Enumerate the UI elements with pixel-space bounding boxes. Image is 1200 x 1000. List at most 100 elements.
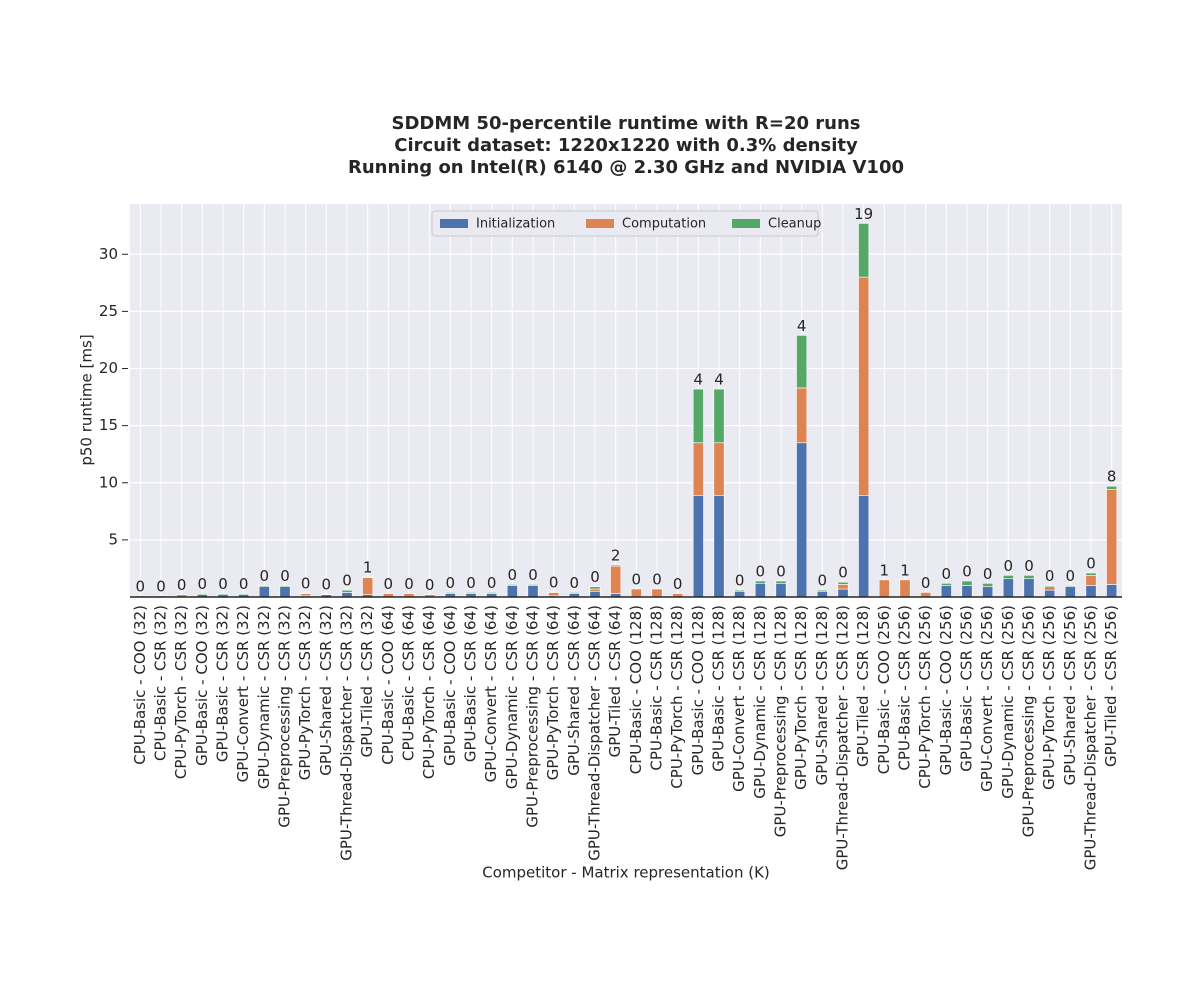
bar-segment [858,495,870,598]
bar-label: 4 [797,317,807,335]
bar-segment [589,586,601,590]
x-tick-label: CPU-Basic - COO (32) [131,605,149,765]
bar-segment [279,585,291,588]
bar-label: 0 [756,563,766,581]
bar-label: 2 [611,547,621,565]
legend-box [431,210,819,237]
bar-segment [1085,572,1097,576]
bar-label: 0 [508,566,518,584]
x-tick-label: GPU-Basic - CSR (256) [958,605,976,772]
bar-label: 0 [590,568,600,586]
bar-segment [486,592,498,594]
x-tick-label: GPU-PyTorch - CSR (64) [544,605,562,780]
bar-segment [217,593,229,596]
bar-segment [692,388,704,444]
bar-segment [734,589,746,592]
x-tick-label: GPU-Thread-Dispatcher - CSR (64) [586,605,604,861]
y-tick-label: 25 [99,302,118,320]
x-tick-label: GPU-Preprocessing - CSR (128) [772,605,790,837]
bar-segment [258,585,270,588]
bar-segment [527,585,539,598]
bar-label: 0 [983,565,993,583]
bar-label: 0 [1045,567,1055,585]
bar-label: 1 [363,559,373,577]
legend-swatch [440,219,468,228]
bar-label: 0 [301,575,311,593]
x-tick-label: GPU-Basic - COO (64) [441,605,459,766]
bar-segment [610,565,622,594]
bar-segment [1064,585,1076,588]
bar-segment [300,592,312,594]
legend-swatch [586,219,614,228]
bar-label: 0 [673,575,683,593]
bar-segment [196,593,208,596]
bar-label: 0 [404,575,414,593]
x-tick-label: GPU-PyTorch - CSR (128) [792,605,810,790]
bar-label: 0 [446,574,456,592]
x-tick-label: CPU-PyTorch - CSR (32) [172,605,190,779]
y-tick-label: 10 [99,473,118,491]
plot-background [130,204,1122,597]
bar-segment [506,584,518,586]
x-tick-label: GPU-Tiled - CSR (128) [854,605,872,767]
y-tick-label: 30 [99,245,118,263]
x-tick-label: GPU-Preprocessing - CSR (256) [1020,605,1038,837]
bar-segment [506,585,518,598]
bar-segment [796,335,808,389]
x-tick-label: GPU-Convert - CSR (32) [234,605,252,782]
bar-segment [837,581,849,585]
bar-segment [816,589,828,592]
bar-segment [754,582,766,598]
chart-subtitle: Circuit dataset: 1220x1220 with 0.3% den… [394,135,858,156]
bar-segment [961,580,973,586]
bar-segment [362,576,374,578]
chart-title: SDDMM 50-percentile runtime with R=20 ru… [391,113,860,134]
bar-label: 0 [818,572,828,590]
bar-segment [878,579,890,598]
y-tick-label: 5 [108,530,118,548]
bar-segment [796,442,808,598]
x-tick-label: GPU-Basic - CSR (32) [214,605,232,762]
bar-segment [258,586,270,598]
x-tick-label: GPU-Convert - CSR (256) [978,605,996,792]
bar-segment [238,593,250,596]
x-tick-label: GPU-Convert - CSR (128) [730,605,748,792]
bar-segment [734,590,746,598]
bar-label: 4 [714,371,724,389]
bar-segment [837,588,849,598]
x-tick-label: GPU-PyTorch - CSR (256) [1040,605,1058,790]
bar-segment [465,592,477,594]
x-axis-label: Competitor - Matrix representation (K) [482,864,770,882]
bar-segment [1064,586,1076,598]
bar-segment [651,588,663,598]
chart-subtitle: Running on Intel(R) 6140 @ 2.30 GHz and … [348,157,904,178]
bar-label: 0 [962,563,972,581]
bar-label: 1 [900,561,910,579]
bar-segment [1106,584,1118,598]
bar-segment [548,591,560,593]
legend-swatch [732,219,760,228]
bar-label: 0 [425,576,435,594]
legend-label: Cleanup [768,217,821,232]
bar-segment [279,586,291,598]
bar-segment [713,388,725,444]
x-tick-label: GPU-Preprocessing - CSR (64) [524,605,542,828]
bar-label: 0 [549,573,559,591]
x-tick-label: GPU-Shared - CSR (32) [317,605,335,776]
x-tick-label: CPU-Basic - COO (256) [875,605,893,774]
legend-label: Computation [622,217,706,232]
bar-segment [982,582,994,588]
x-tick-label: GPU-Shared - CSR (64) [565,605,583,776]
bar-segment [982,586,994,598]
bar-segment [692,442,704,496]
y-axis-label: p50 runtime [ms] [78,334,96,465]
bar-label: 0 [156,577,166,595]
y-tick-label: 20 [99,359,118,377]
x-tick-label: GPU-Preprocessing - CSR (32) [276,605,294,828]
bar-label: 0 [652,571,662,589]
x-tick-label: CPU-Basic - CSR (128) [648,605,666,771]
bar-label: 0 [1024,557,1034,575]
bar-label: 8 [1107,468,1117,486]
x-tick-label: CPU-Basic - CSR (256) [896,605,914,771]
x-tick-label: GPU-Dynamic - CSR (64) [503,605,521,789]
